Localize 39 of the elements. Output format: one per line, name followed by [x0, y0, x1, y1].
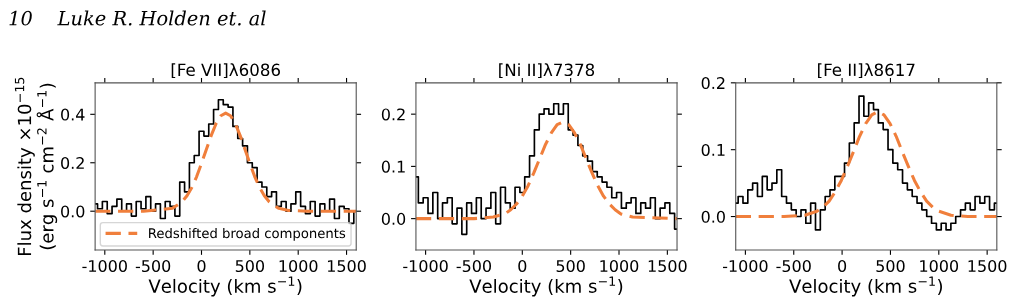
x-tick-label: -1000	[403, 259, 448, 273]
x-tick-label: 0	[197, 259, 206, 273]
x-axis-title: Velocity (km s$^{−1}$)	[469, 276, 623, 297]
y-tick-label: 0.2	[701, 77, 725, 90]
x-tick-label: 1000	[279, 259, 318, 273]
x-tick-label: 1500	[327, 259, 366, 273]
x-tick-label: 500	[556, 259, 585, 273]
legend-label: Redshifted broad components	[149, 227, 346, 241]
x-tick-label: 1000	[920, 259, 959, 273]
x-tick-label: 1000	[600, 259, 639, 273]
x-tick-label: -500	[456, 259, 492, 273]
x-tick-label: -500	[135, 259, 171, 273]
y-tick-label: 0.4	[61, 108, 85, 121]
x-tick-label: -1000	[722, 259, 768, 273]
x-tick-label: -500	[776, 259, 811, 273]
line-series	[95, 111, 357, 213]
x-axis-title: Velocity (km s$^{−1}$)	[789, 276, 942, 297]
x-tick-label: 0	[838, 259, 847, 273]
chart-title: [Fe II]λ8617	[818, 63, 915, 79]
x-tick-label: 1500	[968, 259, 1007, 273]
x-axis-title: Velocity (km s$^{−1}$)	[148, 276, 302, 297]
chart-title: [Ni II]λ7378	[499, 63, 595, 79]
y-tick-label: 0.1	[381, 160, 405, 173]
y-tick-label: 0.2	[381, 108, 405, 121]
chart-title: [Fe VII]λ6086	[171, 63, 280, 79]
x-tick-label: 500	[235, 259, 265, 273]
line-series	[415, 120, 678, 221]
y-tick-label: 0.2	[61, 156, 84, 170]
text: Flux density ×10$^{−15}$ (erg s$^{−1}$ cm$^{−2}$ Å$^{−1}$)	[14, 77, 58, 255]
y-tick-label: 0.1	[701, 143, 725, 156]
y-tick-label: 0.0	[61, 205, 85, 218]
line-series	[735, 110, 997, 219]
y-tick-label: 0.0	[701, 210, 725, 223]
text: 10 Luke R. Holden et. al	[9, 10, 266, 26]
x-tick-label: -1000	[82, 259, 127, 273]
x-tick-label: 0	[518, 259, 527, 273]
x-tick-label: 1500	[648, 259, 687, 273]
x-tick-label: 500	[876, 259, 905, 273]
y-tick-label: 0.0	[381, 212, 406, 225]
